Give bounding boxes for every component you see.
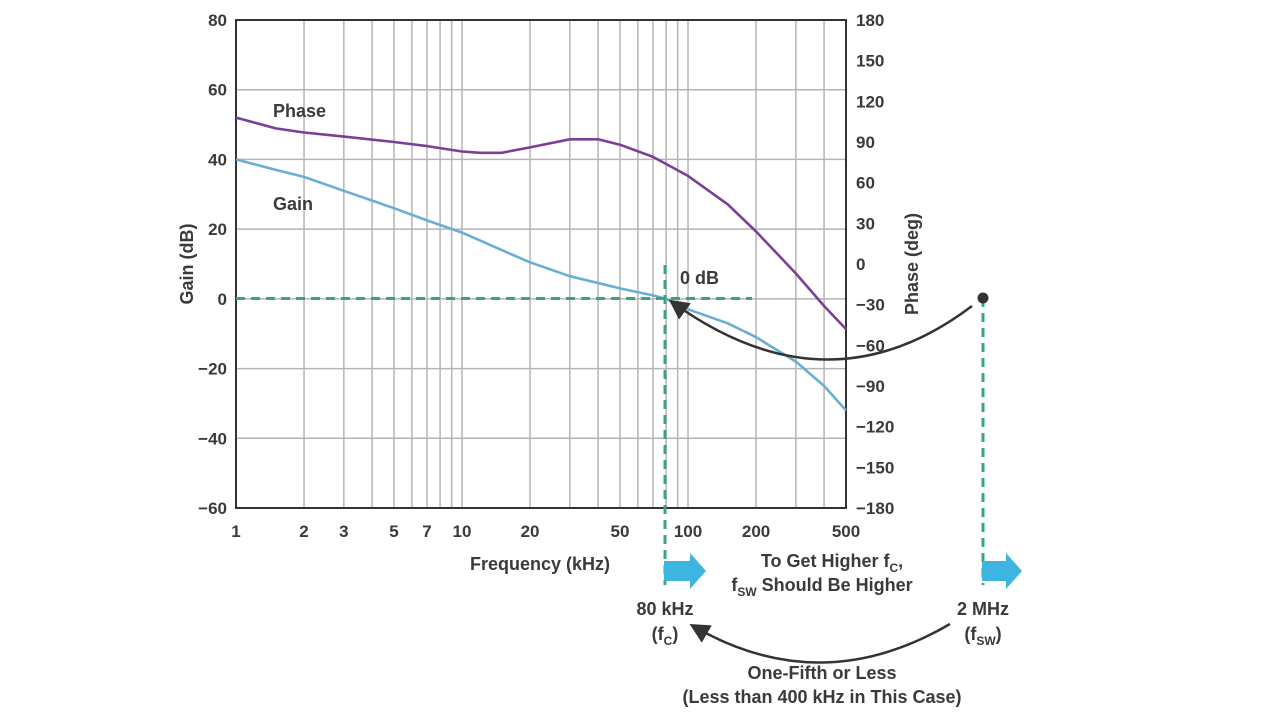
y-left-axis-label: Gain (dB) [177, 224, 197, 305]
ratio-line1: One-Fifth or Less [747, 663, 896, 683]
fsw-point [977, 292, 989, 304]
gain-curve [235, 158, 847, 412]
y-left-tick-label: 0 [218, 290, 227, 309]
y-right-axis-label: Phase (deg) [902, 213, 922, 315]
phase-series-label: Phase [273, 101, 326, 121]
y-left-tick-label: −60 [198, 499, 227, 518]
fc-right-arrow-block [664, 553, 706, 589]
x-tick-label: 3 [339, 522, 348, 541]
fsw-symbol-label: (fSW) [964, 624, 1001, 648]
y-right-tick-label: −30 [856, 296, 885, 315]
x-tick-label: 5 [389, 522, 398, 541]
x-tick-label: 100 [674, 522, 702, 541]
y-right-tick-label: 150 [856, 52, 884, 71]
x-axis-label: Frequency (kHz) [470, 554, 610, 574]
phase-curve [235, 116, 847, 330]
x-tick-label: 50 [611, 522, 630, 541]
x-tick-label: 1 [231, 522, 240, 541]
y-right-tick-label: 90 [856, 133, 875, 152]
higher-fc-line1: To Get Higher fC, [761, 551, 903, 575]
x-tick-label: 7 [422, 522, 431, 541]
ratio-line2: (Less than 400 kHz in This Case) [682, 687, 961, 707]
y-right-tick-label: 60 [856, 174, 875, 193]
fsw-to-fc-arrow [668, 299, 973, 361]
y-left-tick-label: 60 [208, 81, 227, 100]
y-left-tick-label: 40 [208, 150, 227, 169]
x-tick-label: 10 [453, 522, 472, 541]
fc-symbol-label: (fC) [652, 624, 679, 648]
plot-frame [235, 19, 847, 509]
y-left-tick-label: 20 [208, 220, 227, 239]
y-right-tick-label: −60 [856, 336, 885, 355]
y-right-tick-labels: 180 150 120 90 60 30 0 −30 −60 −90 −120 −150 −180 [856, 11, 894, 518]
series-layer [235, 116, 847, 412]
grid [236, 20, 846, 508]
y-right-tick-label: −90 [856, 377, 885, 396]
zero-db-label: 0 dB [680, 268, 719, 288]
x-tick-labels: 1 2 3 5 7 10 20 50 100 200 500 [231, 522, 860, 541]
x-tick-label: 20 [521, 522, 540, 541]
higher-fc-line2: fSW Should Be Higher [731, 575, 912, 599]
gain-series-label: Gain [273, 194, 313, 214]
x-tick-label: 200 [742, 522, 770, 541]
y-left-tick-labels: 80 60 40 20 0 −20 −40 −60 [198, 11, 227, 518]
y-right-tick-label: −150 [856, 458, 894, 477]
fsw-to-fc-bottom-arrow [689, 622, 951, 664]
y-right-tick-label: 180 [856, 11, 884, 30]
fc-value-label: 80 kHz [636, 599, 693, 619]
y-right-tick-label: 0 [856, 255, 865, 274]
fsw-value-label: 2 MHz [957, 599, 1009, 619]
y-left-tick-label: 80 [208, 11, 227, 30]
fsw-right-arrow-block [982, 553, 1022, 589]
y-right-tick-label: 30 [856, 214, 875, 233]
y-right-tick-label: 120 [856, 92, 884, 111]
y-right-tick-label: −120 [856, 418, 894, 437]
x-tick-label: 2 [299, 522, 308, 541]
y-right-tick-label: −180 [856, 499, 894, 518]
x-tick-label: 500 [832, 522, 860, 541]
y-left-tick-label: −20 [198, 360, 227, 379]
y-left-tick-label: −40 [198, 429, 227, 448]
